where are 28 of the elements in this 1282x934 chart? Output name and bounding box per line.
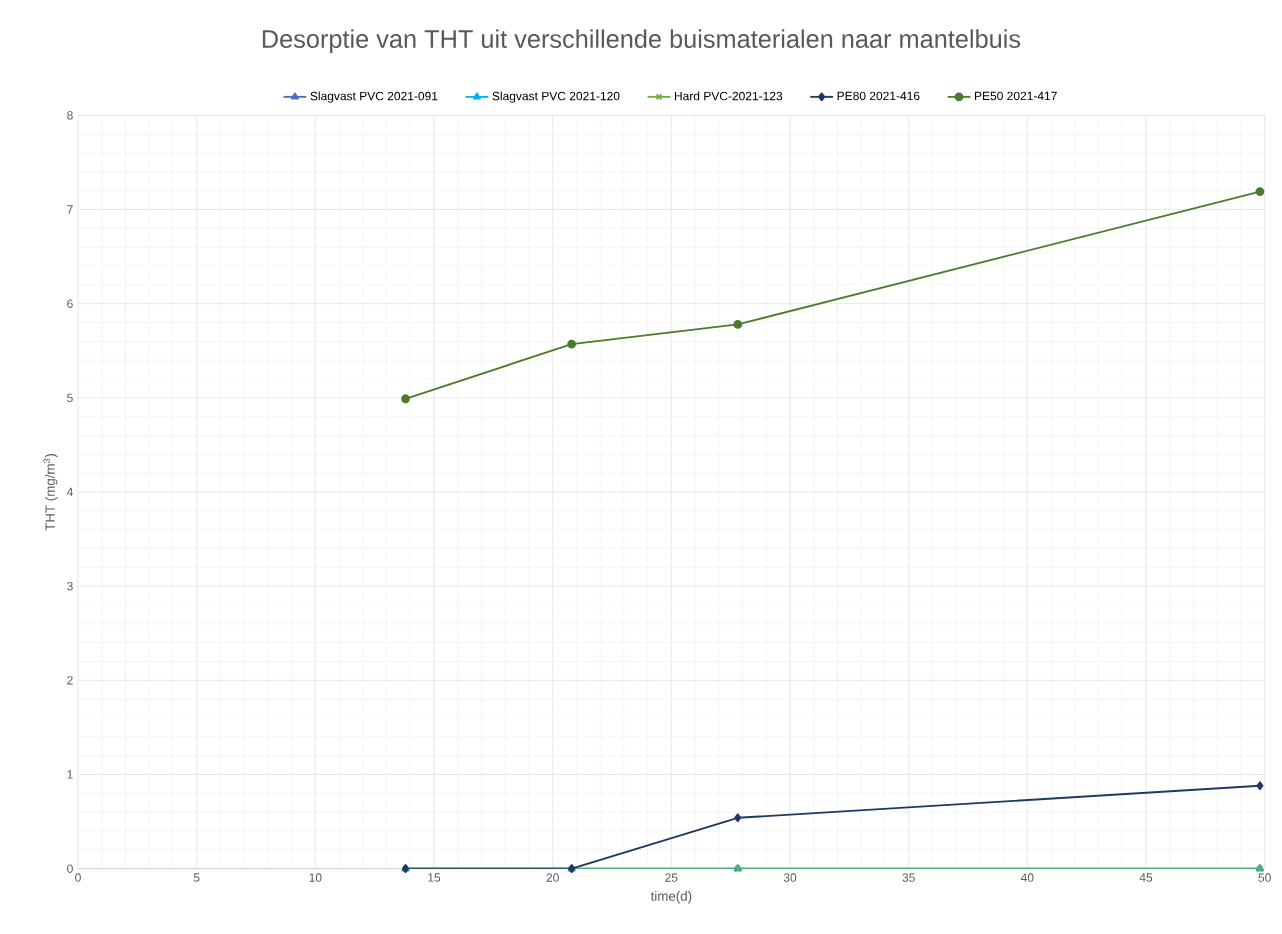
y-axis-title: THT (mg/m$^{3}$) [43,453,58,531]
legend-label: Slagvast PVC 2021-120 [492,91,620,103]
y-tick-label: 6 [67,299,73,308]
x-tick-label: 35 [902,873,915,882]
chart-title: Desorptie van THT uit verschillende buismaterialen naar mantelbuis [262,29,1021,53]
legend-label: PE80 2021-416 [837,91,920,101]
x-tick-label: 20 [546,873,559,882]
y-tick-label: 2 [67,676,73,685]
y-tick-label: 8 [67,111,73,120]
x-tick-label: 15 [428,873,441,882]
legend-label: PE50 2021-417 [975,91,1057,101]
y-tick-label: 3 [67,581,73,591]
legend-label: Hard PVC-2021-123 [674,91,783,101]
x-tick-label: 50 [1258,873,1271,882]
y-tick-label: 1 [67,770,73,779]
y-tick-label: 7 [67,205,73,214]
y-tick-label: 5 [67,393,73,403]
legend-label: Slagvast PVC 2021-091 [310,91,438,103]
x-tick-label: 40 [1020,873,1034,882]
y-tick-label: 0 [67,864,73,873]
y-tick-label: 4 [66,487,73,497]
x-tick-label: 30 [783,873,797,882]
x-axis-title: time(d) [650,891,692,904]
x-tick-label: 25 [665,873,678,882]
x-tick-label: 45 [1139,873,1153,882]
x-tick-label: 5 [193,873,200,882]
x-tick-label: 10 [309,873,322,882]
x-tick-label: 0 [75,873,81,882]
